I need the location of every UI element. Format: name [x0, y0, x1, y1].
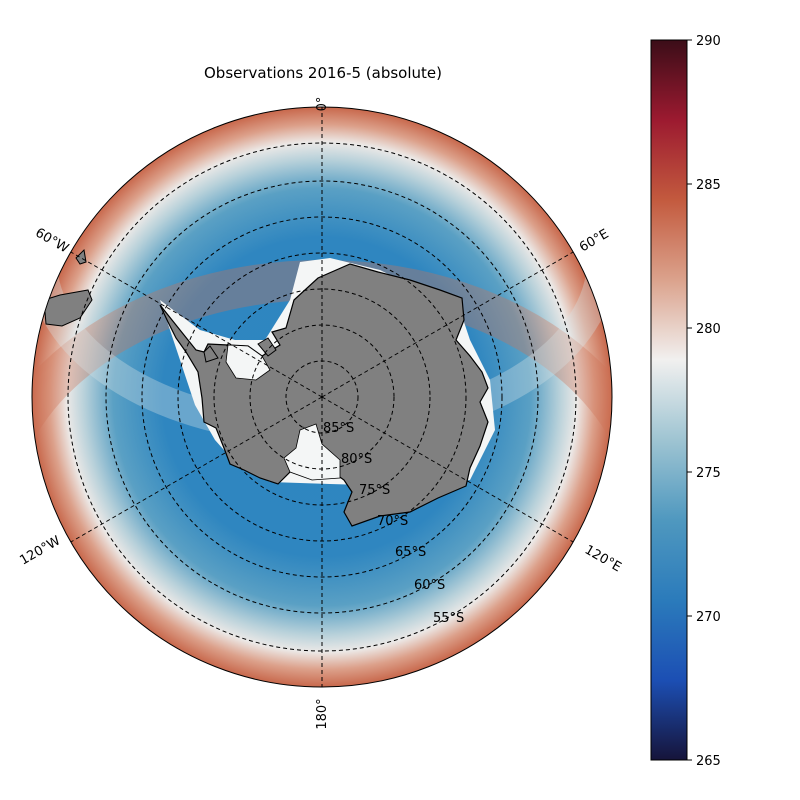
colorbar-tick-label: 290 [696, 34, 721, 49]
colorbar: 290 285 280 275 270 265 [650, 34, 721, 769]
parallel-label-65s: 65°S [395, 545, 426, 560]
parallel-label-80s: 80°S [341, 452, 372, 467]
parallel-label-60s: 60°S [414, 578, 445, 593]
colorbar-gradient [650, 39, 688, 761]
polar-map: 0° 60°E 120°E 180° 120°W 60°W 85°S 80°S … [17, 97, 624, 730]
meridian-line [321, 251, 574, 398]
graticule [67, 107, 577, 687]
meridian-label-60e: 60°E [577, 227, 612, 256]
weddell-ice-shelf [225, 344, 271, 381]
island-landmass [75, 248, 87, 265]
parallel-label-70s: 70°S [377, 514, 408, 529]
colorbar-tick-label: 275 [696, 466, 721, 481]
meridian-label-120e: 120°E [582, 543, 624, 576]
meridian-label-0: 0° [315, 97, 330, 112]
ross-ice-shelf [283, 423, 341, 481]
parallel-label-75s: 75°S [359, 483, 390, 498]
map-title: Observations 2016-5 (absolute) [203, 64, 442, 82]
colorbar-tick-label: 285 [696, 178, 721, 193]
meridian-label-180: 180° [315, 698, 330, 729]
colorbar-tick-label: 270 [696, 610, 721, 625]
parallel-circle [141, 216, 503, 578]
parallel-label-85s: 85°S [323, 421, 354, 436]
island-landmass [257, 337, 277, 357]
meridian-label-60w: 60°W [32, 225, 71, 256]
meridian-label-120w: 120°W [17, 533, 63, 568]
south-america-landmass [43, 289, 93, 327]
parallel-circle [67, 142, 577, 652]
meridian-line [70, 251, 323, 398]
parallel-circle [105, 180, 539, 614]
meridian-line [70, 396, 323, 543]
colorbar-tick-label: 280 [696, 322, 721, 337]
meridian-line [321, 396, 574, 543]
map-boundary [31, 106, 613, 688]
parallel-label-55s: 55°S [433, 611, 464, 626]
island-landmass [203, 345, 219, 363]
colorbar-tick-label: 265 [696, 754, 721, 769]
